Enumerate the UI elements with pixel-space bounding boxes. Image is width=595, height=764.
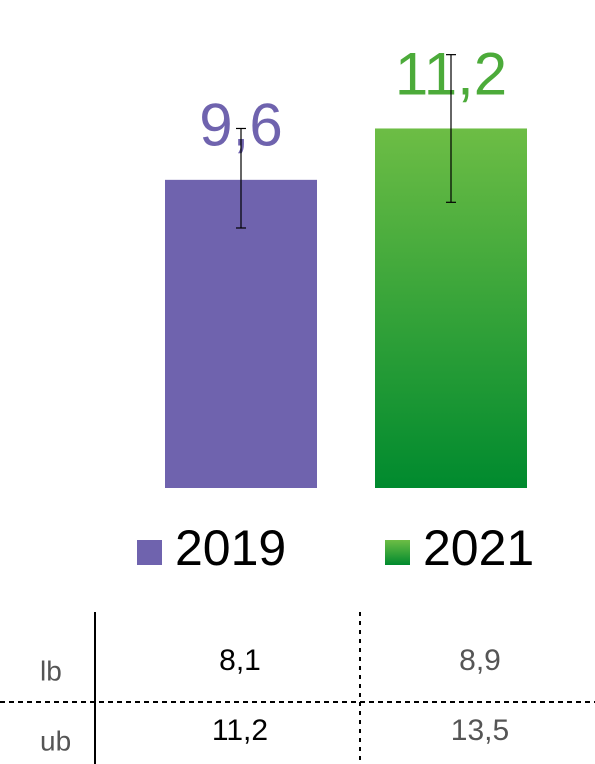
bar (165, 179, 317, 488)
table-cell: 11,2 (212, 714, 268, 747)
table-cell: 13,5 (451, 714, 509, 747)
table-cell: 8,1 (219, 644, 261, 677)
row-label: lb (40, 655, 62, 686)
legend-label: 2019 (175, 520, 286, 576)
table-cell: 8,9 (459, 644, 501, 677)
legend-swatch (137, 540, 162, 565)
legend-swatch (385, 540, 410, 565)
legend-label: 2021 (423, 520, 534, 576)
row-label: ub (40, 725, 71, 756)
